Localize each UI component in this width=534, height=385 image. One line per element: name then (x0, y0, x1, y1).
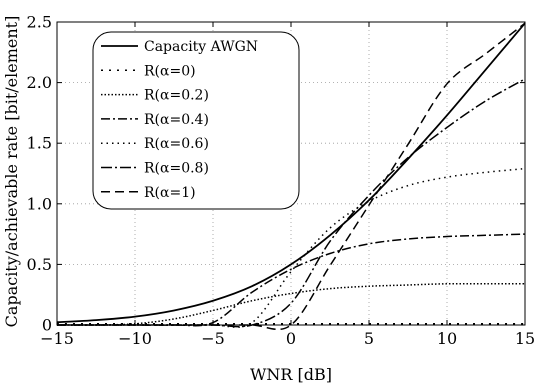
series-line-3 (56, 233, 526, 327)
x-tick-label: −10 (118, 329, 152, 348)
y-tick-label: 2.5 (27, 13, 52, 32)
y-tick-label: 1.5 (27, 134, 52, 153)
legend-label-6: R(α=1) (144, 185, 196, 201)
x-tick-label: 0 (286, 329, 296, 348)
legend-label-4: R(α=0.6) (144, 136, 209, 152)
x-axis-label: WNR [dB] (250, 365, 332, 384)
axis-ticks: −15 −10 −5 0 5 10 15 0 0.5 1.0 1.5 2.0 2.5 (27, 13, 534, 349)
x-tick-label: −5 (201, 329, 225, 348)
x-tick-label: −15 (40, 329, 74, 348)
legend-label-5: R(α=0.8) (144, 161, 209, 177)
legend-label-0: Capacity AWGN (144, 39, 258, 55)
legend-label-1: R(α=0) (144, 63, 196, 79)
y-axis-label: Capacity/achievable rate [bit/element] (2, 16, 21, 328)
legend-box (92, 31, 300, 210)
grid-lines (57, 22, 525, 325)
y-tick-label: 0 (42, 316, 52, 335)
x-tick-label: 5 (364, 329, 374, 348)
y-tick-label: 0.5 (27, 255, 52, 274)
x-tick-label: 10 (437, 329, 457, 348)
legend: Capacity AWGN R(α=0) R(α=0.2) R(α=0.4) R(α=0… (92, 31, 300, 210)
x-tick-label: 15 (515, 329, 534, 348)
legend-label-2: R(α=0.2) (144, 88, 209, 104)
series-line-0 (56, 22, 526, 324)
legend-label-3: R(α=0.4) (144, 112, 209, 128)
y-tick-label: 2.0 (27, 73, 52, 92)
y-tick-label: 1.0 (27, 194, 52, 213)
